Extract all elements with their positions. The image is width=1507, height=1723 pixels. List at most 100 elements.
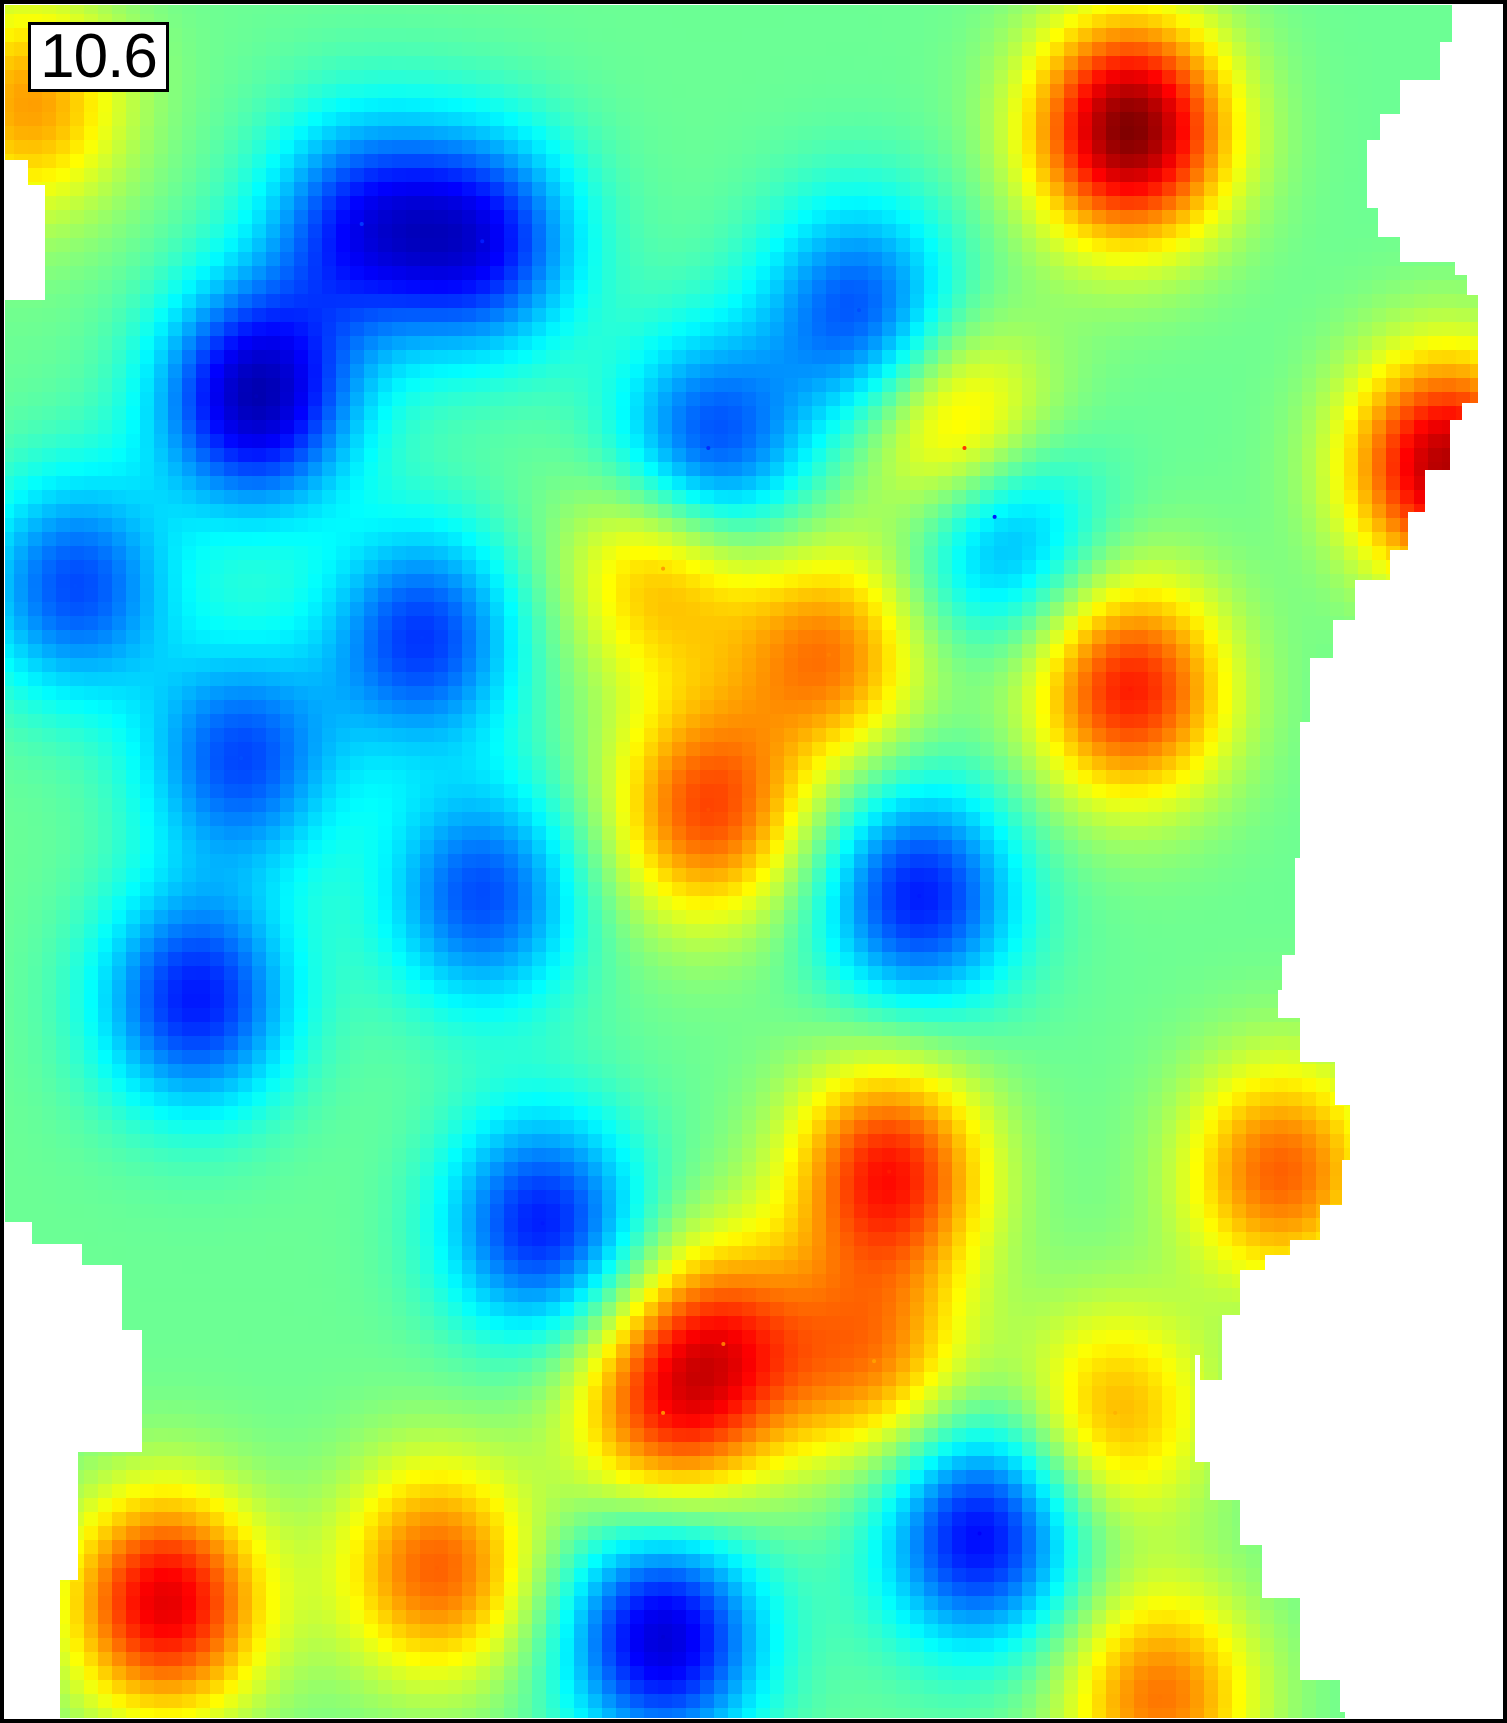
heatmap-cell xyxy=(714,364,729,379)
heatmap-cell xyxy=(364,182,379,197)
heatmap-cell xyxy=(1036,42,1051,57)
heatmap-cell xyxy=(1288,280,1303,295)
heatmap-cell xyxy=(686,322,701,337)
heatmap-cell xyxy=(896,518,911,533)
heatmap-cell xyxy=(700,448,715,463)
heatmap-cell xyxy=(392,322,407,337)
heatmap-cell xyxy=(1204,154,1219,169)
heatmap-cell xyxy=(1302,364,1317,379)
heatmap-cell xyxy=(1204,14,1219,29)
heatmap-cell xyxy=(336,476,351,491)
heatmap-cell xyxy=(280,518,295,533)
heatmap-cell xyxy=(476,196,491,211)
heatmap-cell xyxy=(952,266,967,281)
heatmap-cell xyxy=(238,532,253,547)
heatmap-cell xyxy=(1134,322,1149,337)
heatmap-cell xyxy=(14,378,29,393)
heatmap-cell xyxy=(336,322,351,337)
heatmap-cell xyxy=(1372,308,1387,323)
heatmap-cell xyxy=(112,602,127,617)
heatmap-cell xyxy=(1358,112,1373,127)
heatmap-cell xyxy=(994,238,1009,253)
heatmap-cell xyxy=(784,630,799,645)
heatmap-cell xyxy=(266,126,281,141)
heatmap-cell xyxy=(1456,322,1471,337)
heatmap-cell xyxy=(812,308,827,323)
heatmap-cell xyxy=(196,182,211,197)
heatmap-cell xyxy=(532,182,547,197)
heatmap-cell xyxy=(784,252,799,267)
heatmap-cell xyxy=(742,434,757,449)
heatmap-cell xyxy=(658,294,673,309)
heatmap-cell xyxy=(1260,196,1275,211)
heatmap-cell xyxy=(1260,588,1275,603)
heatmap-cell xyxy=(1218,490,1233,505)
heatmap-cell xyxy=(1162,84,1177,99)
heatmap-cell xyxy=(350,308,365,323)
heatmap-cell xyxy=(1050,560,1065,575)
heatmap-cell xyxy=(28,630,43,645)
heatmap-cell xyxy=(224,42,239,57)
heatmap-cell xyxy=(1232,308,1247,323)
heatmap-cell xyxy=(182,350,197,365)
heatmap-cell xyxy=(700,70,715,85)
heatmap-cell xyxy=(1288,196,1303,211)
heatmap-cell xyxy=(1372,392,1387,407)
heatmap-cell xyxy=(952,154,967,169)
heatmap-cell xyxy=(700,392,715,407)
heatmap-cell xyxy=(602,462,617,477)
heatmap-cell xyxy=(448,84,463,99)
heatmap-cell xyxy=(1190,280,1205,295)
heatmap-cell xyxy=(448,350,463,365)
heatmap-cell xyxy=(56,588,71,603)
heatmap-cell xyxy=(854,448,869,463)
heatmap-cell xyxy=(238,280,253,295)
heatmap-cell xyxy=(1036,588,1051,603)
heatmap-cell xyxy=(658,392,673,407)
heatmap-cell xyxy=(798,70,813,85)
heatmap-cell xyxy=(896,616,911,631)
heatmap-cell xyxy=(1134,224,1149,239)
heatmap-cell xyxy=(882,140,897,155)
heatmap-cell xyxy=(420,168,435,183)
heatmap-cell xyxy=(434,70,449,85)
heatmap-cell xyxy=(686,182,701,197)
heatmap-cell xyxy=(728,42,743,57)
heatmap-cell xyxy=(266,266,281,281)
heatmap-cell xyxy=(1120,448,1135,463)
heatmap-cell xyxy=(280,420,295,435)
heatmap-cell xyxy=(266,532,281,547)
heatmap-cell xyxy=(182,294,197,309)
heatmap-cell xyxy=(924,546,939,561)
heatmap-cell xyxy=(938,546,953,561)
heatmap-cell xyxy=(1204,98,1219,113)
heatmap-cell xyxy=(644,574,659,589)
heatmap-cell xyxy=(854,616,869,631)
heatmap-cell xyxy=(490,616,505,631)
heatmap-cell xyxy=(182,364,197,379)
heatmap-cell xyxy=(210,126,225,141)
heatmap-cell xyxy=(476,560,491,575)
heatmap-cell xyxy=(1176,616,1191,631)
heatmap-cell xyxy=(1134,392,1149,407)
heatmap-cell xyxy=(1190,406,1205,421)
heatmap-cell xyxy=(210,140,225,155)
heatmap-cell xyxy=(1302,28,1317,43)
heatmap-cell xyxy=(910,476,925,491)
heatmap-cell xyxy=(308,154,323,169)
heatmap-cell xyxy=(1050,476,1065,491)
heatmap-cell xyxy=(1316,84,1331,99)
heatmap-cell xyxy=(1064,588,1079,603)
heatmap-cell xyxy=(686,266,701,281)
heatmap-cell xyxy=(1302,490,1317,505)
heatmap-cell xyxy=(756,616,771,631)
heatmap-cell xyxy=(378,182,393,197)
heatmap-cell xyxy=(28,168,43,183)
heatmap-cell xyxy=(994,364,1009,379)
heatmap-cell xyxy=(504,196,519,211)
heatmap-cell xyxy=(1302,70,1317,85)
heatmap-cell xyxy=(784,210,799,225)
heatmap-cell xyxy=(616,42,631,57)
heatmap-cell xyxy=(742,532,757,547)
heatmap-cell xyxy=(420,322,435,337)
